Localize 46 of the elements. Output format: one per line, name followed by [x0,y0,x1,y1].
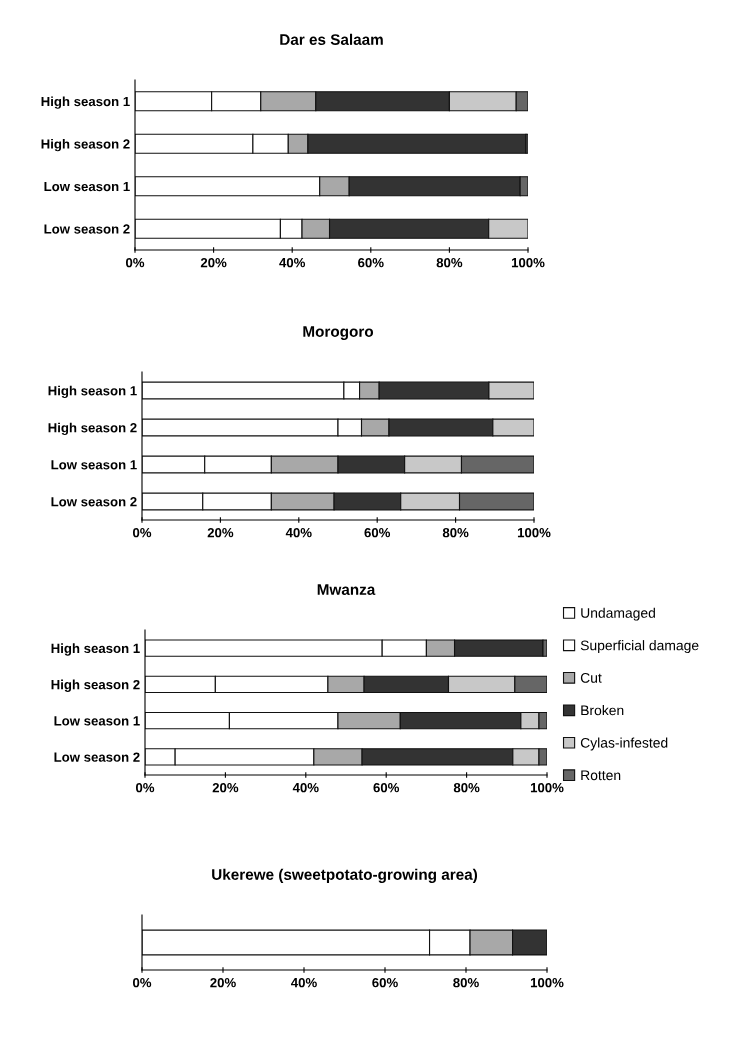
y-tick-label: High season 2 [41,138,130,152]
x-tick-label: 20% [207,527,234,538]
y-tick-label: Low season 1 [54,716,140,726]
x-tick-label: 40% [291,977,317,988]
chart-title: Ukerewe (sweetpotato-growing area) [212,868,478,883]
x-tick-label: 100% [530,782,564,793]
x-tick-label: 60% [364,527,391,538]
x-tick-label: 0% [132,977,152,988]
x-tick-label: 100% [511,257,545,268]
legend-label: Undamaged [581,607,655,621]
x-tick-label: 60% [373,782,400,793]
x-tick-label: 40% [285,527,312,538]
y-tick-label: Low season 1 [44,181,130,192]
x-tick-label: 40% [279,257,306,268]
x-tick-label: 80% [436,257,463,268]
x-tick-label: 0% [132,527,152,538]
x-tick-label: 20% [212,782,239,793]
y-tick-label: Low season 2 [51,497,137,507]
y-tick-label: High season 2 [48,422,137,436]
x-tick-label: 0% [125,257,145,268]
y-tick-label: High season 1 [48,385,137,399]
chart-title: Mwanza [317,584,376,595]
chart-title: Morogoro [303,326,374,340]
y-tick-label: Low season 1 [51,460,137,470]
x-tick-label: 80% [453,977,479,988]
y-tick-label: High season 2 [51,679,140,692]
chart-title: Dar es Salaam [280,33,383,45]
x-tick-label: 80% [453,782,480,793]
legend-label: Rotten [581,770,621,781]
x-tick-label: 100% [530,977,564,988]
x-tick-label: 100% [517,527,551,538]
y-tick-label: Low season 2 [54,752,140,762]
x-tick-label: 20% [200,257,227,268]
y-tick-label: Low season 2 [44,224,130,234]
legend-label: Cut [580,672,602,683]
x-tick-label: 0% [135,782,155,793]
x-tick-label: 40% [292,782,319,793]
y-tick-label: High season 1 [51,643,140,656]
legend-label: Broken [581,705,624,716]
legend-label: Cylas-infested [580,737,668,751]
x-tick-label: 80% [442,527,469,538]
x-tick-label: 60% [372,977,398,988]
y-tick-label: High season 1 [41,96,130,109]
x-tick-label: 60% [358,257,384,268]
legend-label: Superficial damage [580,640,699,654]
x-tick-label: 20% [210,977,236,988]
